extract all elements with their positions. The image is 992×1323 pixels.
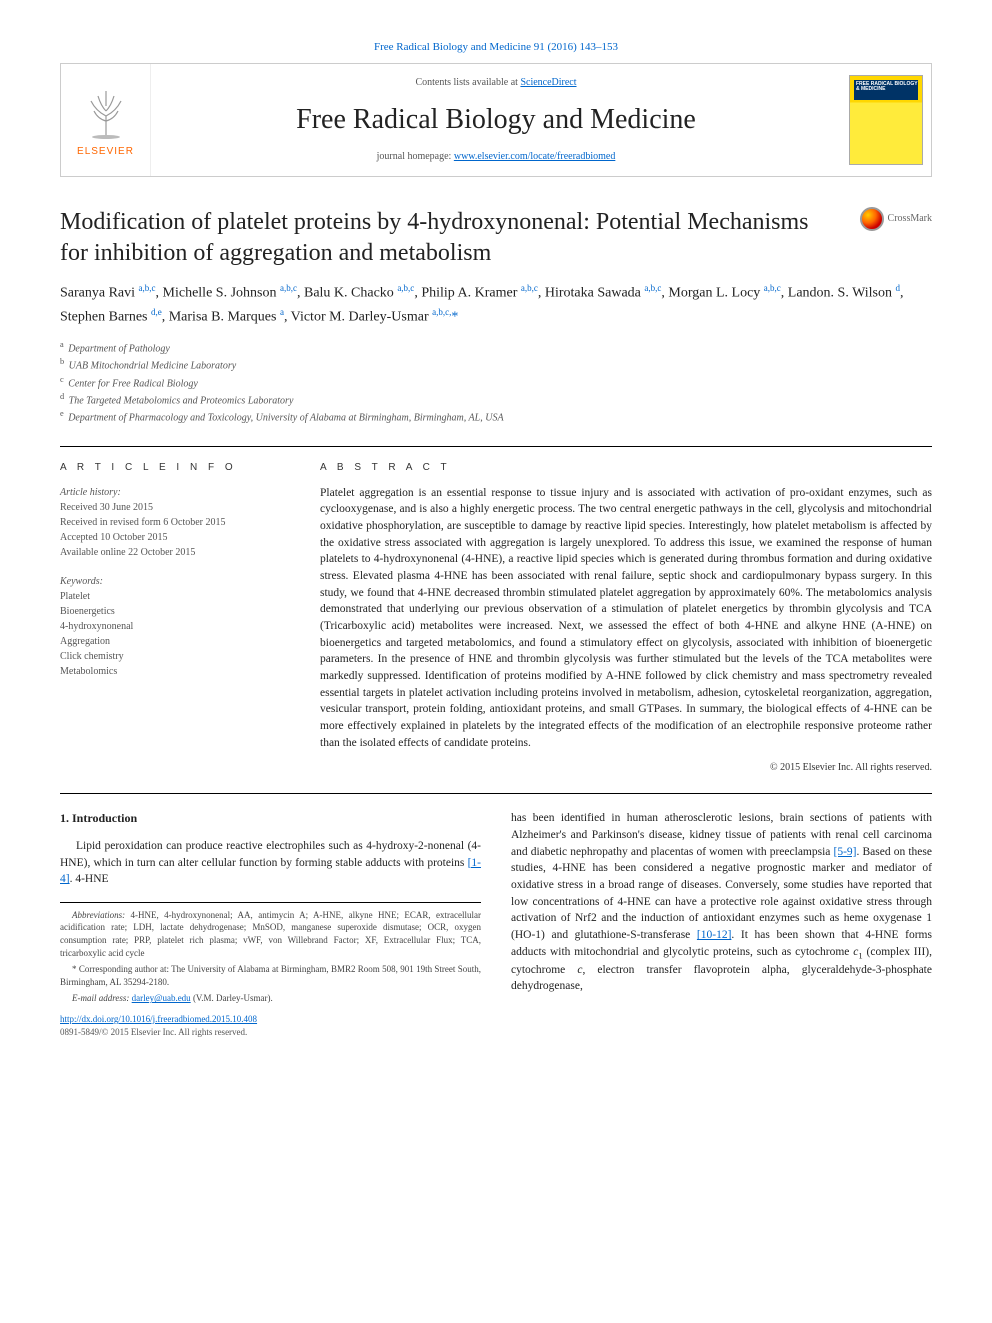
doi-link[interactable]: http://dx.doi.org/10.1016/j.freeradbiome…	[60, 1014, 257, 1024]
affiliation-line: e Department of Pharmacology and Toxicol…	[60, 408, 932, 425]
ref-link-5-9[interactable]: [5-9]	[834, 846, 857, 858]
corresponding-author-footnote: * Corresponding author at: The Universit…	[60, 963, 481, 988]
citation-header: Free Radical Biology and Medicine 91 (20…	[60, 40, 932, 55]
keyword-item: Metabolomics	[60, 664, 290, 679]
crossmark-label: CrossMark	[888, 212, 932, 226]
cover-text: FREE RADICAL BIOLOGY & MEDICINE	[856, 82, 922, 93]
divider	[60, 793, 932, 794]
article-info-col: A R T I C L E I N F O Article history: R…	[60, 461, 290, 776]
info-abstract-row: A R T I C L E I N F O Article history: R…	[60, 461, 932, 776]
body-col-right: has been identified in human atheroscler…	[511, 810, 932, 1038]
abbreviations-footnote: Abbreviations: 4-HNE, 4-hydroxynonenal; …	[60, 909, 481, 959]
sciencedirect-link[interactable]: ScienceDirect	[520, 77, 576, 88]
affiliations: a Department of Pathologyb UAB Mitochond…	[60, 339, 932, 426]
journal-header-bar: ELSEVIER Contents lists available at Sci…	[60, 63, 932, 176]
journal-title: Free Radical Biology and Medicine	[151, 100, 841, 139]
publisher-name: ELSEVIER	[77, 145, 134, 159]
body-columns: 1. Introduction Lipid peroxidation can p…	[60, 810, 932, 1038]
keywords-block: Keywords: PlateletBioenergetics4-hydroxy…	[60, 574, 290, 679]
affiliation-line: a Department of Pathology	[60, 339, 932, 356]
keyword-item: Bioenergetics	[60, 604, 290, 619]
email-footnote: E-mail address: darley@uab.edu (V.M. Dar…	[60, 992, 481, 1005]
doi-block: http://dx.doi.org/10.1016/j.freeradbiome…	[60, 1013, 481, 1038]
body-col-left: 1. Introduction Lipid peroxidation can p…	[60, 810, 481, 1038]
corresponding-email-link[interactable]: darley@uab.edu	[132, 993, 191, 1003]
author-list: Saranya Ravi a,b,c, Michelle S. Johnson …	[60, 281, 932, 329]
history-label: Article history:	[60, 485, 290, 500]
cover-image: FREE RADICAL BIOLOGY & MEDICINE	[849, 75, 923, 165]
contents-line: Contents lists available at ScienceDirec…	[151, 76, 841, 90]
crossmark-icon	[860, 207, 884, 231]
abstract-label: A B S T R A C T	[320, 461, 932, 475]
article-history: Article history: Received 30 June 2015 R…	[60, 485, 290, 560]
keyword-item: Platelet	[60, 589, 290, 604]
header-center: Contents lists available at ScienceDirec…	[151, 64, 841, 175]
online-date: Available online 22 October 2015	[60, 545, 290, 560]
intro-paragraph-2: has been identified in human atheroscler…	[511, 810, 932, 995]
divider	[60, 446, 932, 447]
article-title: Modification of platelet proteins by 4-h…	[60, 207, 932, 269]
article-info-label: A R T I C L E I N F O	[60, 461, 290, 475]
affiliation-line: d The Targeted Metabolomics and Proteomi…	[60, 391, 932, 408]
journal-cover: FREE RADICAL BIOLOGY & MEDICINE	[841, 64, 931, 175]
received-date: Received 30 June 2015	[60, 500, 290, 515]
article-header: CrossMark Modification of platelet prote…	[60, 207, 932, 426]
publisher-logo: ELSEVIER	[61, 64, 151, 175]
abstract-col: A B S T R A C T Platelet aggregation is …	[320, 461, 932, 776]
revised-date: Received in revised form 6 October 2015	[60, 515, 290, 530]
journal-homepage-link[interactable]: www.elsevier.com/locate/freeradbiomed	[454, 151, 616, 162]
elsevier-tree-icon	[76, 81, 136, 141]
intro-paragraph-1: Lipid peroxidation can produce reactive …	[60, 838, 481, 888]
affiliation-line: c Center for Free Radical Biology	[60, 374, 932, 391]
crossmark-badge[interactable]: CrossMark	[860, 207, 932, 231]
footnotes: Abbreviations: 4-HNE, 4-hydroxynonenal; …	[60, 902, 481, 1005]
affiliation-line: b UAB Mitochondrial Medicine Laboratory	[60, 356, 932, 373]
abstract-copyright: © 2015 Elsevier Inc. All rights reserved…	[320, 761, 932, 775]
keyword-item: Click chemistry	[60, 649, 290, 664]
homepage-line: journal homepage: www.elsevier.com/locat…	[151, 150, 841, 164]
keyword-item: Aggregation	[60, 634, 290, 649]
issn-copyright: 0891-5849/© 2015 Elsevier Inc. All right…	[60, 1027, 247, 1037]
abstract-text: Platelet aggregation is an essential res…	[320, 485, 932, 752]
contents-prefix: Contents lists available at	[415, 77, 520, 88]
intro-heading: 1. Introduction	[60, 810, 481, 827]
homepage-prefix: journal homepage:	[377, 151, 454, 162]
accepted-date: Accepted 10 October 2015	[60, 530, 290, 545]
keywords-label: Keywords:	[60, 574, 290, 589]
ref-link-10-12[interactable]: [10-12]	[697, 929, 732, 941]
keyword-item: 4-hydroxynonenal	[60, 619, 290, 634]
